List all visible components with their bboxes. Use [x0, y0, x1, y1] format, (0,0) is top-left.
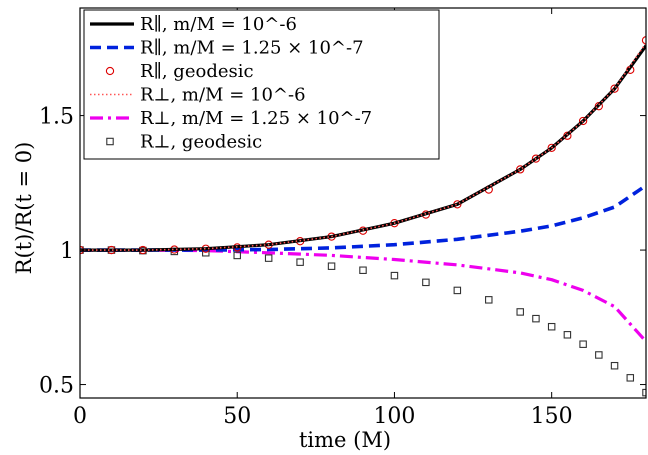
legend-entry: R⊥, geodesic — [106, 132, 262, 153]
x-tick-label: 50 — [223, 404, 251, 429]
legend: R∥, m/M = 10^-6 R∥, m/M = 1.25 × 10^-7R∥,… — [83, 9, 440, 160]
y-axis-label: R(t)/R(t = 0) — [12, 142, 36, 275]
data-point — [516, 165, 525, 174]
legend-label: R⊥, m/M = 1.25 × 10^-7 — [140, 108, 372, 129]
series-line — [80, 248, 646, 343]
data-point — [610, 84, 619, 93]
series-5 — [80, 246, 646, 397]
legend-marker — [105, 66, 115, 76]
series-line — [80, 184, 646, 252]
legend-box — [83, 9, 440, 160]
data-point — [264, 254, 273, 262]
data-point — [233, 251, 241, 260]
series-layer — [80, 36, 646, 397]
legend-label: R∥, geodesic — [140, 61, 254, 82]
data-point — [485, 296, 493, 304]
data-point — [532, 314, 540, 323]
y-tick-label: 0.5 — [39, 374, 74, 399]
legend-entry: R⊥, m/M = 1.25 × 10^-7 — [90, 108, 372, 129]
legend-entry: R⊥, m/M = 10^-6 — [90, 85, 306, 106]
series-line — [80, 42, 646, 251]
data-point — [453, 286, 462, 295]
data-point — [422, 278, 430, 287]
legend-label: R∥, m/M = 1.25 × 10^-7 — [140, 38, 364, 59]
data-point — [641, 36, 646, 45]
legend-entry: R∥, m/M = 1.25 × 10^-7 — [90, 38, 364, 59]
legend-entry: R∥, geodesic — [105, 61, 254, 82]
data-point — [547, 322, 556, 331]
data-point — [578, 116, 588, 126]
data-point — [516, 308, 524, 316]
legend-marker — [106, 137, 114, 146]
x-tick-label: 100 — [373, 404, 415, 429]
plot-frame — [79, 7, 647, 399]
data-point — [595, 351, 603, 359]
x-axis-label: time (M) — [299, 428, 391, 452]
data-point — [296, 258, 304, 266]
legend-entry: R∥, m/M = 10^-6 — [90, 14, 297, 35]
data-point — [563, 331, 572, 339]
x-tick-label: 0 — [73, 404, 87, 429]
data-point — [327, 262, 336, 270]
x-tick-label: 150 — [531, 404, 573, 429]
series-4 — [80, 248, 646, 343]
data-point — [610, 361, 619, 370]
legend-label: R⊥, geodesic — [140, 132, 262, 153]
data-point — [579, 340, 587, 348]
data-point — [547, 143, 556, 153]
data-point — [390, 271, 399, 280]
data-point — [359, 266, 367, 274]
legend-label: R⊥, m/M = 10^-6 — [140, 85, 306, 106]
y-tick-label: 1 — [60, 239, 74, 264]
ticks-layer: 0 50 100 150 0.5 1 1.5 — [39, 8, 646, 429]
data-point — [531, 154, 541, 163]
series-3 — [80, 42, 646, 251]
y-tick-label: 1.5 — [39, 105, 74, 130]
legend-label: R∥, m/M = 10^-6 — [140, 14, 297, 35]
data-point — [626, 374, 635, 382]
data-point — [594, 102, 603, 111]
series-1 — [80, 184, 646, 252]
